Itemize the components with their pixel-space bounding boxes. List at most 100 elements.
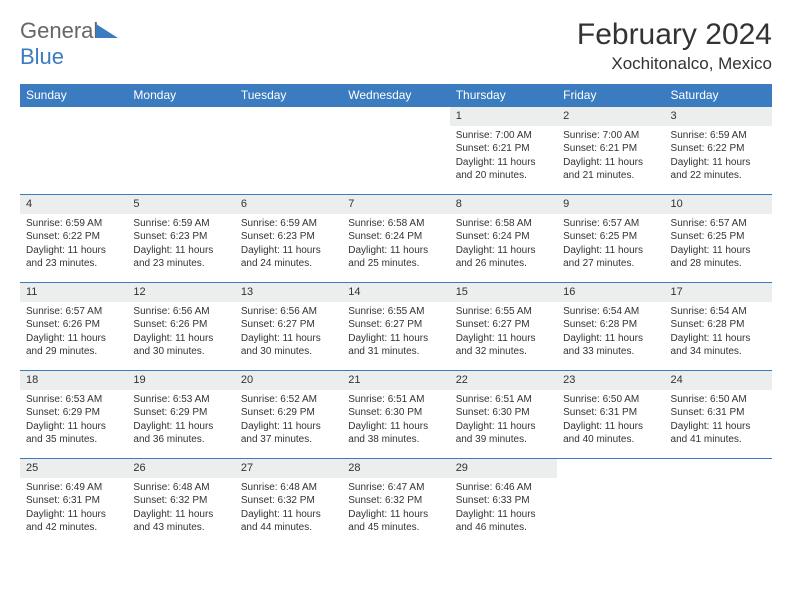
sunrise-line: Sunrise: 6:55 AM [348,305,443,319]
calendar-table: Sunday Monday Tuesday Wednesday Thursday… [20,84,772,546]
calendar-day-cell: 18Sunrise: 6:53 AMSunset: 6:29 PMDayligh… [20,370,127,458]
day-number: 22 [450,370,557,390]
day-number: 12 [127,282,234,302]
sunrise-line: Sunrise: 7:00 AM [456,129,551,143]
weekday-header: Saturday [665,84,772,106]
weekday-header: Friday [557,84,664,106]
daylight-line: Daylight: 11 hours and 30 minutes. [241,332,336,359]
day-number: 10 [665,194,772,214]
day-number: 26 [127,458,234,478]
day-number: 24 [665,370,772,390]
calendar-day-cell: 9 Sunrise: 6:57 AMSunset: 6:25 PMDaylight… [557,194,664,282]
day-body: Sunrise: 6:50 AMSunset: 6:31 PMDaylight:… [557,390,664,453]
day-number-empty [235,106,342,126]
calendar-day-cell: 27Sunrise: 6:48 AMSunset: 6:32 PMDayligh… [235,458,342,546]
day-number: 18 [20,370,127,390]
day-number: 9 [557,194,664,214]
sunrise-line: Sunrise: 6:53 AM [26,393,121,407]
day-number: 3 [665,106,772,126]
day-number: 21 [342,370,449,390]
day-number: 6 [235,194,342,214]
sunset-line: Sunset: 6:25 PM [563,230,658,244]
sunrise-line: Sunrise: 6:57 AM [26,305,121,319]
daylight-line: Daylight: 11 hours and 42 minutes. [26,508,121,535]
sunset-line: Sunset: 6:31 PM [26,494,121,508]
day-number: 7 [342,194,449,214]
day-number: 1 [450,106,557,126]
sunrise-line: Sunrise: 6:54 AM [671,305,766,319]
day-number: 14 [342,282,449,302]
sunset-line: Sunset: 6:30 PM [456,406,551,420]
sunrise-line: Sunrise: 6:50 AM [671,393,766,407]
daylight-line: Daylight: 11 hours and 36 minutes. [133,420,228,447]
day-number: 28 [342,458,449,478]
calendar-day-cell: 28Sunrise: 6:47 AMSunset: 6:32 PMDayligh… [342,458,449,546]
day-body: Sunrise: 6:54 AMSunset: 6:28 PMDaylight:… [557,302,664,365]
calendar-day-cell: 23Sunrise: 6:50 AMSunset: 6:31 PMDayligh… [557,370,664,458]
day-number: 25 [20,458,127,478]
sunrise-line: Sunrise: 6:59 AM [133,217,228,231]
sunrise-line: Sunrise: 6:58 AM [348,217,443,231]
sunrise-line: Sunrise: 6:57 AM [563,217,658,231]
calendar-day-cell: 20Sunrise: 6:52 AMSunset: 6:29 PMDayligh… [235,370,342,458]
day-number: 20 [235,370,342,390]
day-number-empty [557,458,664,478]
calendar-day-cell: 17Sunrise: 6:54 AMSunset: 6:28 PMDayligh… [665,282,772,370]
daylight-line: Daylight: 11 hours and 43 minutes. [133,508,228,535]
daylight-line: Daylight: 11 hours and 28 minutes. [671,244,766,271]
calendar-day-cell: 11Sunrise: 6:57 AMSunset: 6:26 PMDayligh… [20,282,127,370]
day-number: 15 [450,282,557,302]
sunrise-line: Sunrise: 6:50 AM [563,393,658,407]
sunrise-line: Sunrise: 6:56 AM [133,305,228,319]
day-body: Sunrise: 6:56 AMSunset: 6:27 PMDaylight:… [235,302,342,365]
day-body: Sunrise: 6:57 AMSunset: 6:26 PMDaylight:… [20,302,127,365]
sunset-line: Sunset: 6:24 PM [348,230,443,244]
calendar-day-cell [235,106,342,194]
day-number-empty [342,106,449,126]
sunset-line: Sunset: 6:24 PM [456,230,551,244]
day-body: Sunrise: 6:57 AMSunset: 6:25 PMDaylight:… [665,214,772,277]
daylight-line: Daylight: 11 hours and 41 minutes. [671,420,766,447]
sunrise-line: Sunrise: 6:59 AM [671,129,766,143]
calendar-body: 1Sunrise: 7:00 AMSunset: 6:21 PMDaylight… [20,106,772,546]
sunset-line: Sunset: 6:33 PM [456,494,551,508]
daylight-line: Daylight: 11 hours and 44 minutes. [241,508,336,535]
day-number-empty [127,106,234,126]
day-number: 17 [665,282,772,302]
daylight-line: Daylight: 11 hours and 26 minutes. [456,244,551,271]
calendar-day-cell: 25Sunrise: 6:49 AMSunset: 6:31 PMDayligh… [20,458,127,546]
daylight-line: Daylight: 11 hours and 22 minutes. [671,156,766,183]
logo-triangle-icon [96,24,118,38]
logo: General Blue [20,18,118,70]
daylight-line: Daylight: 11 hours and 46 minutes. [456,508,551,535]
title-block: February 2024 Xochitonalco, Mexico [577,18,772,74]
daylight-line: Daylight: 11 hours and 45 minutes. [348,508,443,535]
day-body: Sunrise: 6:54 AMSunset: 6:28 PMDaylight:… [665,302,772,365]
sunset-line: Sunset: 6:32 PM [133,494,228,508]
daylight-line: Daylight: 11 hours and 23 minutes. [133,244,228,271]
calendar-day-cell: 24Sunrise: 6:50 AMSunset: 6:31 PMDayligh… [665,370,772,458]
sunrise-line: Sunrise: 6:47 AM [348,481,443,495]
day-body: Sunrise: 6:51 AMSunset: 6:30 PMDaylight:… [450,390,557,453]
day-number: 23 [557,370,664,390]
location: Xochitonalco, Mexico [577,54,772,74]
daylight-line: Daylight: 11 hours and 31 minutes. [348,332,443,359]
sunset-line: Sunset: 6:26 PM [133,318,228,332]
sunset-line: Sunset: 6:31 PM [563,406,658,420]
calendar-day-cell: 15Sunrise: 6:55 AMSunset: 6:27 PMDayligh… [450,282,557,370]
daylight-line: Daylight: 11 hours and 27 minutes. [563,244,658,271]
day-number: 27 [235,458,342,478]
sunrise-line: Sunrise: 6:57 AM [671,217,766,231]
weekday-header: Monday [127,84,234,106]
weekday-header: Wednesday [342,84,449,106]
day-number: 5 [127,194,234,214]
daylight-line: Daylight: 11 hours and 29 minutes. [26,332,121,359]
day-body: Sunrise: 6:49 AMSunset: 6:31 PMDaylight:… [20,478,127,541]
day-number: 13 [235,282,342,302]
daylight-line: Daylight: 11 hours and 40 minutes. [563,420,658,447]
calendar-day-cell [557,458,664,546]
calendar-day-cell [342,106,449,194]
sunset-line: Sunset: 6:28 PM [563,318,658,332]
calendar-week-row: 1Sunrise: 7:00 AMSunset: 6:21 PMDaylight… [20,106,772,194]
calendar-week-row: 11Sunrise: 6:57 AMSunset: 6:26 PMDayligh… [20,282,772,370]
